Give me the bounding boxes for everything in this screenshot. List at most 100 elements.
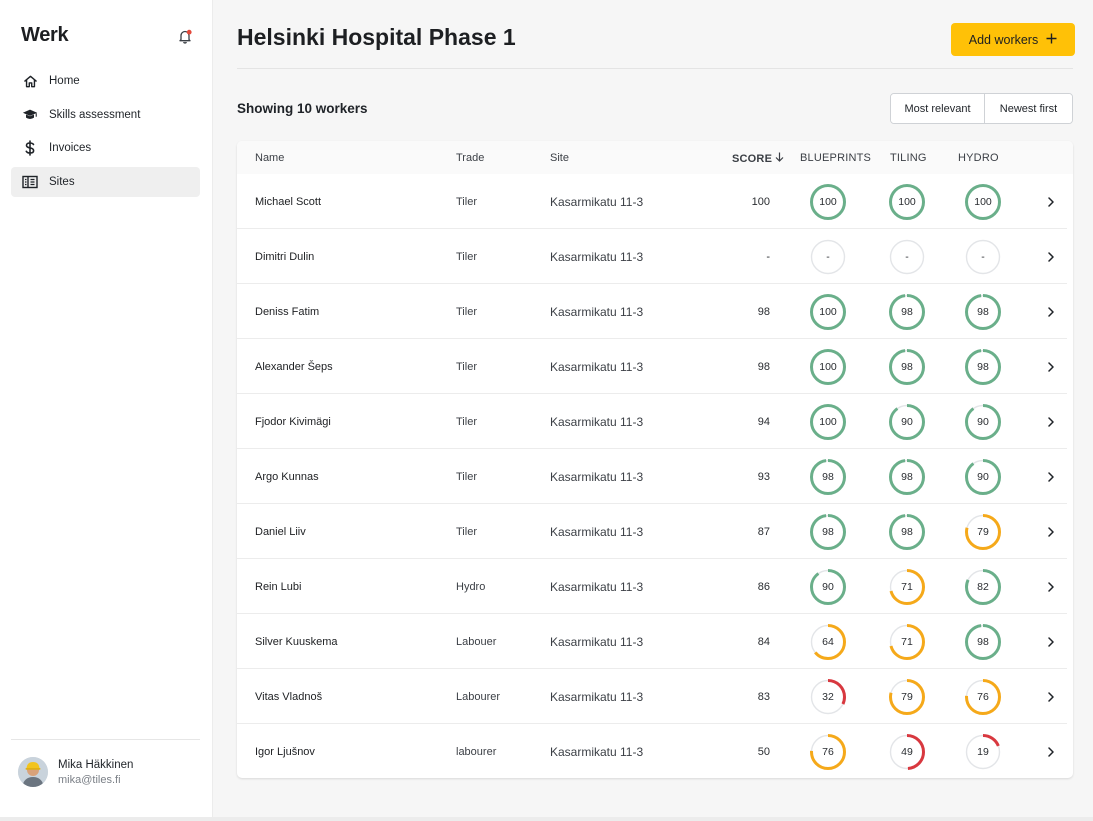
- row-divider: [237, 668, 1067, 669]
- user-profile[interactable]: Mika Häkkinen mika@tiles.fi: [18, 757, 133, 787]
- chevron-right-icon[interactable]: [1046, 614, 1056, 669]
- hydro-score-value: 100: [974, 195, 992, 208]
- row-divider: [237, 448, 1067, 449]
- tiling-score-ring: 79: [888, 678, 926, 716]
- notification-bell-icon[interactable]: [176, 27, 194, 45]
- column-header-name[interactable]: Name: [255, 152, 285, 164]
- tiling-score-value: 98: [901, 525, 913, 538]
- column-header-site[interactable]: Site: [550, 152, 569, 164]
- worker-site: Kasarmikatu 11-3: [550, 304, 644, 319]
- worker-score: 93: [757, 470, 770, 483]
- tiling-score-cell: 98: [888, 339, 926, 394]
- sort-most-relevant-button[interactable]: Most relevant: [891, 94, 985, 123]
- hydro-score-ring: 19: [964, 733, 1002, 771]
- chevron-right-icon[interactable]: [1046, 174, 1056, 229]
- blueprints-score-ring: 98: [809, 513, 847, 551]
- blueprints-score-cell: -: [809, 229, 847, 284]
- worker-name: Argo Kunnas: [255, 470, 319, 483]
- chevron-right-icon[interactable]: [1046, 284, 1056, 339]
- hydro-score-ring: 90: [964, 403, 1002, 441]
- blueprints-score-ring: 100: [809, 183, 847, 221]
- table-row[interactable]: Michael Scott Tiler Kasarmikatu 11-3 100 100…: [237, 174, 1073, 229]
- sidebar-item-invoices[interactable]: Invoices: [11, 133, 200, 163]
- tiling-score-ring: 98: [888, 513, 926, 551]
- tiling-score-ring: 98: [888, 293, 926, 331]
- add-workers-button[interactable]: Add workers: [951, 23, 1075, 56]
- worker-name: Igor Ljušnov: [255, 745, 315, 758]
- hydro-score-ring: 98: [964, 348, 1002, 386]
- dollar-icon: [22, 140, 38, 156]
- tiling-score-value: 98: [901, 470, 913, 483]
- blueprints-score-cell: 100: [809, 394, 847, 449]
- table-row[interactable]: Rein Lubi Hydro Kasarmikatu 11-3 86 90 71 82: [237, 559, 1073, 614]
- table-row[interactable]: Vitas Vladnoš Labourer Kasarmikatu 11-3 83 3…: [237, 669, 1073, 724]
- tiling-score-cell: 71: [888, 559, 926, 614]
- worker-score: 50: [757, 745, 770, 758]
- row-divider: [237, 613, 1067, 614]
- table-row[interactable]: Argo Kunnas Tiler Kasarmikatu 11-3 93 98 98 90: [237, 449, 1073, 504]
- user-name: Mika Häkkinen: [58, 758, 134, 771]
- chevron-right-icon[interactable]: [1046, 669, 1056, 724]
- chevron-right-icon[interactable]: [1046, 449, 1056, 504]
- hydro-score-value: 90: [977, 415, 989, 428]
- add-workers-label: Add workers: [968, 32, 1039, 47]
- chevron-right-icon[interactable]: [1046, 559, 1056, 614]
- column-header-tiling[interactable]: TILING: [890, 152, 927, 164]
- tiling-score-cell: 98: [888, 284, 926, 339]
- tiling-score-value: 98: [901, 360, 913, 373]
- sidebar-nav: Home Skills assessment Invoices Sites: [11, 66, 200, 200]
- hydro-score-cell: 79: [964, 504, 1002, 559]
- blueprints-score-value: 76: [822, 745, 834, 758]
- blueprints-score-ring: 98: [809, 458, 847, 496]
- sort-newest-first-button[interactable]: Newest first: [985, 94, 1072, 123]
- column-header-trade[interactable]: Trade: [456, 152, 485, 164]
- hydro-score-value: 90: [977, 470, 989, 483]
- table-row[interactable]: Daniel Liiv Tiler Kasarmikatu 11-3 87 98 98 79: [237, 504, 1073, 559]
- table-header: Name Trade Site SCORE BLUEPRINTS TILING …: [237, 141, 1073, 174]
- worker-trade: Tiler: [456, 360, 477, 373]
- chevron-right-icon[interactable]: [1046, 394, 1056, 449]
- table-row[interactable]: Silver Kuuskema Labouer Kasarmikatu 11-3 84…: [237, 614, 1073, 669]
- column-header-hydro[interactable]: HYDRO: [958, 152, 999, 164]
- table-row[interactable]: Igor Ljušnov labourer Kasarmikatu 11-3 50 76…: [237, 724, 1073, 779]
- tiling-score-cell: 100: [888, 174, 926, 229]
- tiling-score-ring: 49: [888, 733, 926, 771]
- tiling-score-ring: 98: [888, 348, 926, 386]
- column-header-score[interactable]: SCORE: [732, 152, 784, 165]
- worker-score: -: [766, 250, 770, 263]
- table-row[interactable]: Fjodor Kivimägi Tiler Kasarmikatu 11-3 94 10…: [237, 394, 1073, 449]
- hydro-score-ring: 98: [964, 293, 1002, 331]
- worker-trade: Tiler: [456, 470, 477, 483]
- sidebar-item-sites[interactable]: Sites: [11, 166, 200, 197]
- blueprints-score-cell: 32: [809, 669, 847, 724]
- tiling-score-cell: 71: [888, 614, 926, 669]
- hydro-score-value: 98: [977, 305, 989, 318]
- hydro-score-value: 19: [977, 745, 989, 758]
- chevron-right-icon[interactable]: [1046, 724, 1056, 779]
- worker-trade: Labourer: [456, 690, 501, 703]
- worker-trade: Tiler: [456, 415, 477, 428]
- table-row[interactable]: Dimitri Dulin Tiler Kasarmikatu 11-3 - - - -: [237, 229, 1073, 284]
- worker-site: Kasarmikatu 11-3: [550, 689, 644, 704]
- score-header-label: SCORE: [732, 152, 773, 165]
- blueprints-score-ring: 90: [809, 568, 847, 606]
- worker-trade: Hydro: [456, 580, 486, 593]
- sidebar-item-home[interactable]: Home: [11, 66, 200, 96]
- brand-logo[interactable]: Werk: [21, 24, 69, 46]
- table-row[interactable]: Alexander Šeps Tiler Kasarmikatu 11-3 98 100…: [237, 339, 1073, 394]
- hydro-score-cell: 98: [964, 614, 1002, 669]
- sidebar-item-skills-assessment[interactable]: Skills assessment: [11, 100, 200, 130]
- tiling-score-value: 49: [901, 745, 913, 758]
- worker-score: 94: [757, 415, 770, 428]
- worker-trade: Labouer: [456, 635, 497, 648]
- sidebar-divider: [11, 739, 200, 740]
- chevron-right-icon[interactable]: [1046, 339, 1056, 394]
- chevron-right-icon[interactable]: [1046, 229, 1056, 284]
- blueprints-score-ring: 100: [809, 403, 847, 441]
- column-header-blueprints[interactable]: BLUEPRINTS: [800, 152, 872, 164]
- chevron-right-icon[interactable]: [1046, 504, 1056, 559]
- sidebar-item-label: Sites: [49, 175, 75, 188]
- table-row[interactable]: Deniss Fatim Tiler Kasarmikatu 11-3 98 100 98…: [237, 284, 1073, 339]
- blueprints-score-cell: 98: [809, 504, 847, 559]
